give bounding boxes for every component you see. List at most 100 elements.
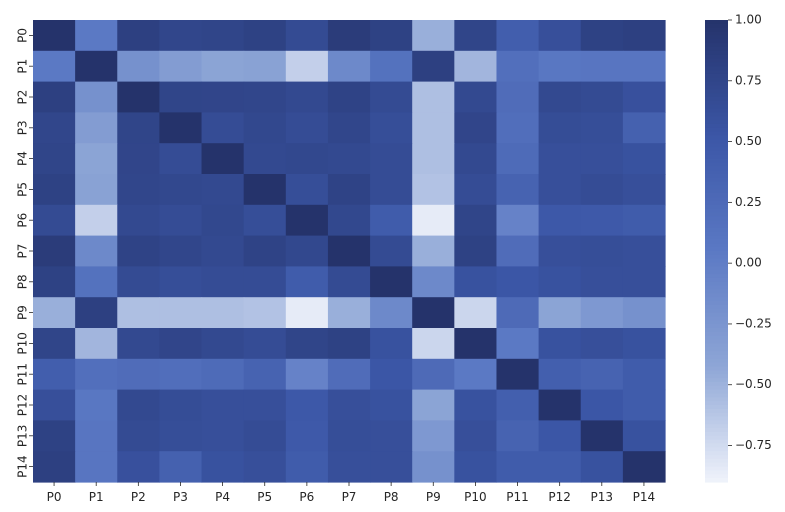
heatmap-cell-P10-P0 [33, 328, 76, 360]
heatmap-cell-P8-P13 [580, 266, 624, 298]
y-tick-label-P10: P10 [16, 332, 30, 355]
colorbar-segment [705, 235, 728, 241]
colorbar-segment [705, 304, 728, 310]
heatmap-cell-P5-P2 [117, 174, 160, 206]
heatmap-cell-P11-P8 [370, 358, 413, 391]
heatmap-cell-P13-P2 [117, 420, 160, 452]
heatmap-cell-P3-P1 [75, 112, 118, 144]
colorbar-segment [705, 154, 728, 160]
heatmap-cell-P3-P8 [370, 112, 413, 144]
heatmap-cell-P7-P6 [285, 235, 329, 267]
heatmap-cell-P4-P8 [370, 143, 413, 175]
heatmap-cell-P2-P7 [327, 81, 371, 113]
x-tick-label-P4: P4 [215, 490, 230, 504]
heatmap-cell-P1-P9 [412, 50, 455, 83]
colorbar-segment [705, 308, 728, 314]
heatmap-cell-P14-P14 [622, 451, 666, 483]
heatmap-cell-P10-P9 [412, 328, 455, 360]
colorbar-tick-label: 0.25 [735, 195, 762, 209]
heatmap-cell-P10-P8 [370, 328, 413, 360]
heatmap-cell-P4-P13 [580, 143, 624, 175]
heatmap-cell-P6-P1 [75, 204, 118, 237]
heatmap-cell-P12-P9 [412, 389, 455, 421]
heatmap-cell-P7-P4 [201, 235, 245, 267]
colorbar-segment [705, 285, 728, 291]
colorbar-segment [705, 351, 728, 356]
heatmap-cell-P12-P5 [243, 389, 287, 421]
heatmap-cell-P5-P0 [33, 174, 76, 206]
heatmap-cell-P5-P1 [75, 174, 118, 206]
heatmap-cell-P5-P13 [580, 174, 624, 206]
heatmap-cell-P6-P6 [285, 204, 329, 237]
colorbar-segment [705, 293, 728, 298]
colorbar-segment [705, 93, 728, 98]
heatmap-cell-P0-P14 [622, 20, 666, 52]
heatmap-cell-P10-P7 [327, 328, 371, 360]
heatmap-cell-P12-P10 [454, 389, 498, 421]
heatmap-cell-P5-P12 [538, 174, 582, 206]
heatmap-cell-P8-P14 [622, 266, 666, 298]
heatmap-cell-P5-P3 [159, 174, 203, 206]
heatmap-cell-P12-P11 [496, 389, 540, 421]
heatmap-cell-P5-P8 [370, 174, 413, 206]
colorbar-segment [705, 123, 728, 129]
heatmap-cell-P7-P0 [33, 235, 76, 267]
heatmap-cell-P1-P3 [159, 50, 203, 83]
colorbar-segment [705, 370, 728, 375]
heatmap-cell-P9-P6 [285, 297, 329, 329]
heatmap-cell-P0-P11 [496, 20, 540, 52]
colorbar-segment [705, 216, 728, 221]
colorbar-segment [705, 39, 728, 44]
colorbar-segment [705, 262, 728, 267]
heatmap-cell-P11-P10 [454, 358, 498, 391]
colorbar-segment [705, 354, 728, 360]
heatmap-cell-P9-P14 [622, 297, 666, 329]
heatmap-cell-P1-P5 [243, 50, 287, 83]
heatmap-cell-P2-P11 [496, 81, 540, 113]
heatmap-cell-P13-P9 [412, 420, 455, 452]
heatmap-cell-P8-P2 [117, 266, 160, 298]
heatmap-cell-P12-P0 [33, 389, 76, 421]
heatmap-cell-P8-P6 [285, 266, 329, 298]
colorbar-segment [705, 224, 728, 229]
colorbar-segment [705, 131, 728, 137]
heatmap-cell-P3-P7 [327, 112, 371, 144]
heatmap-cell-P12-P3 [159, 389, 203, 421]
heatmap-cell-P10-P1 [75, 328, 118, 360]
colorbar-segment [705, 297, 728, 302]
colorbar-segment [705, 397, 728, 402]
colorbar-segment [705, 116, 728, 121]
heatmap-cell-P7-P14 [622, 235, 666, 267]
y-tick-label-P1: P1 [16, 59, 30, 74]
colorbar-segment [705, 335, 728, 341]
heatmap-cell-P2-P13 [580, 81, 624, 113]
heatmap-cell-P9-P7 [327, 297, 371, 329]
heatmap-cell-P2-P0 [33, 81, 76, 113]
colorbar-segment [705, 424, 728, 429]
heatmap-cell-P6-P2 [117, 204, 160, 237]
colorbar-segment [705, 200, 728, 206]
colorbar-segment [705, 408, 728, 414]
heatmap-cell-P1-P10 [454, 50, 498, 83]
heatmap-cell-P4-P9 [412, 143, 455, 175]
heatmap-cell-P14-P8 [370, 451, 413, 483]
heatmap-cell-P9-P12 [538, 297, 582, 329]
heatmap-cell-P12-P13 [580, 389, 624, 421]
y-tick-labels: P0 P1 P2 P3 P4 P5 P6 P7 P8 P9 P10 P11 P12 P13 P14 [16, 28, 33, 478]
heatmap-cell-P2-P12 [538, 81, 582, 113]
heatmap-cell-P11-P14 [622, 358, 666, 391]
heatmap-cell-P10-P10 [454, 328, 498, 360]
heatmap-cell-P11-P11 [496, 358, 540, 391]
colorbar-segment [705, 100, 728, 106]
y-tick-label-P8: P8 [16, 274, 30, 289]
colorbar-segment [705, 251, 728, 256]
colorbar-segment [705, 328, 728, 333]
heatmap-cell-P2-P9 [412, 81, 455, 113]
heatmap-cell-P6-P12 [538, 204, 582, 237]
colorbar-segment [705, 31, 728, 36]
y-tick-label-P13: P13 [16, 425, 30, 448]
y-tick-label-P14: P14 [16, 455, 30, 478]
heatmap-cell-P10-P13 [580, 328, 624, 360]
heatmap-cell-P2-P2 [117, 81, 160, 113]
heatmap-cell-P3-P3 [159, 112, 203, 144]
